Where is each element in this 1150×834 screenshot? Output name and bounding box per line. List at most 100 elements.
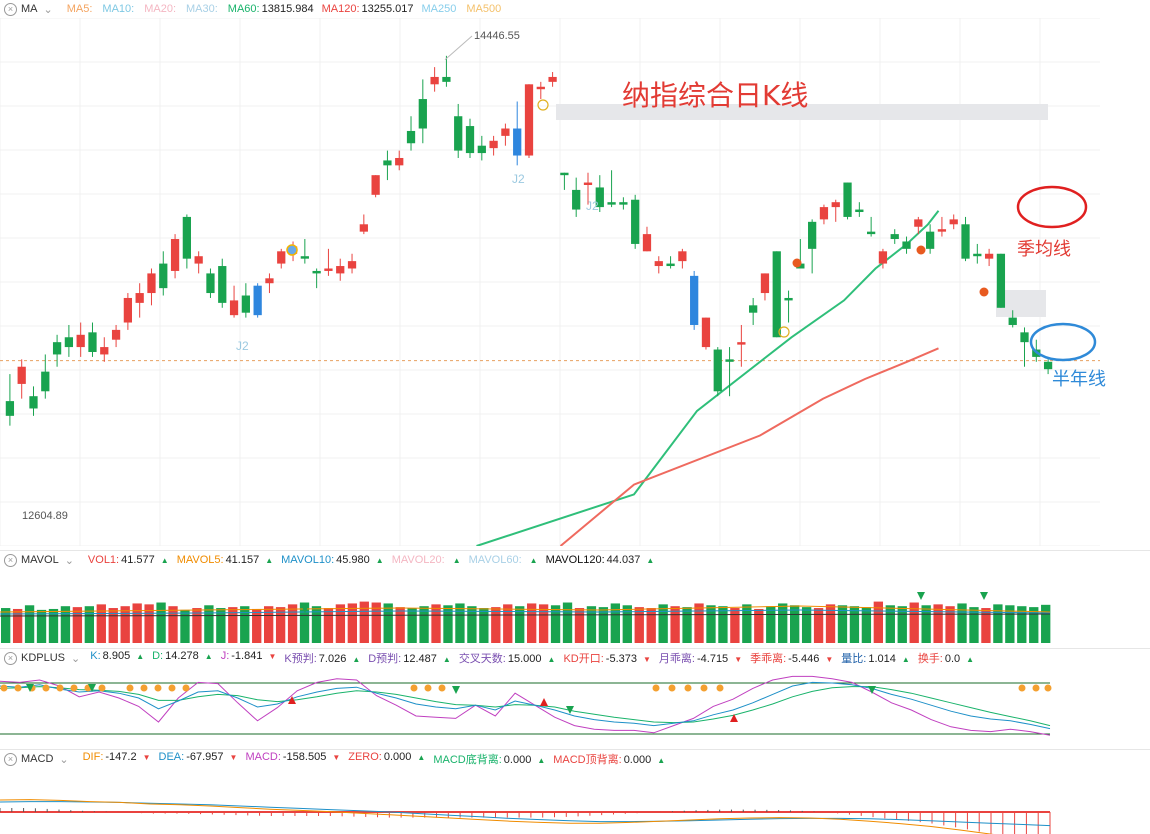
legend-label: K: (90, 650, 101, 662)
legend-item[interactable]: MA20: (144, 3, 182, 15)
close-icon[interactable]: × (4, 651, 17, 665)
chevron-down-icon[interactable]: ⌄ (71, 652, 81, 665)
legend-item[interactable]: MACD: -158.505 ▼ (245, 751, 344, 767)
macd-legend-bar: × MACD ⌄ DIF: -147.2 ▼ DEA: -67.957 ▼ MACD: -15… (0, 749, 1150, 768)
candle-body (855, 209, 864, 213)
candlestick-chart[interactable] (0, 18, 1100, 546)
chevron-down-icon[interactable]: ⌄ (43, 3, 53, 16)
candle-body (241, 295, 250, 313)
legend-value: 0.000 (503, 754, 532, 766)
legend-value: 1.014 (868, 653, 896, 665)
legend-item[interactable]: 季乖离: -5.446 ▼ (750, 650, 837, 666)
volume-bar (287, 604, 298, 643)
chevron-down-icon[interactable]: ⌄ (64, 554, 74, 567)
volume-bar (407, 608, 417, 643)
mavol120-line (0, 613, 1051, 617)
volume-bar (264, 606, 274, 643)
arrow-up-icon: ▲ (547, 655, 556, 664)
volume-bar (969, 607, 979, 643)
legend-item[interactable]: MAVOL10: 45.980 ▲ (281, 554, 388, 566)
candle-body (312, 270, 321, 274)
volume-chart[interactable] (0, 570, 1100, 646)
legend-item[interactable]: MA120: 13255.017 (322, 3, 418, 15)
volume-bar (885, 605, 895, 643)
candle-body (831, 202, 840, 208)
legend-value: 0.000 (623, 754, 652, 766)
volume-bar (371, 602, 381, 643)
candle-body (88, 332, 97, 352)
legend-value: 12.487 (403, 653, 437, 665)
legend-item[interactable]: DEA: -67.957 ▼ (159, 751, 242, 767)
kd-signal-dot (168, 684, 176, 692)
candle-body (206, 273, 215, 294)
legend-item[interactable]: J: -1.841 ▼ (221, 650, 281, 666)
volume-bar (72, 607, 83, 643)
legend-item[interactable]: KD开口: -5.373 ▼ (563, 650, 654, 666)
chevron-down-icon[interactable]: ⌄ (59, 753, 69, 766)
candle-body (937, 229, 947, 232)
kd-chart[interactable] (0, 668, 1100, 744)
candle-body (1008, 317, 1017, 325)
legend-item[interactable]: MA5: (67, 3, 99, 15)
volume-bar (801, 607, 812, 643)
candle-body (973, 253, 982, 257)
volume-legend-items: VOL1: 41.577 ▲ MAVOL5: 41.157 ▲ MAVOL10: 45.980… (88, 554, 662, 566)
arrow-up-icon: ▲ (537, 756, 546, 765)
legend-item[interactable]: MACD底背离: 0.000 ▲ (433, 751, 549, 767)
kd-signal-arrow (566, 706, 574, 714)
kd-indicator-name[interactable]: KDPLUS (21, 652, 66, 664)
legend-label: MA120: (321, 3, 360, 15)
legend-item[interactable]: 交叉天数: 15.000 ▲ (459, 650, 560, 666)
legend-item[interactable]: MAVOL120: 44.037 ▲ (546, 554, 659, 566)
main-indicator-name[interactable]: MA (21, 3, 38, 15)
candle-body (607, 202, 616, 205)
volume-legend-bar: × MAVOL ⌄ VOL1: 41.577 ▲ MAVOL5: 41.157 ▲ MAVO… (0, 550, 1150, 569)
macd-indicator-name[interactable]: MACD (21, 753, 54, 765)
legend-item[interactable]: MAVOL5: 41.157 ▲ (177, 554, 277, 566)
kd-k-line (0, 681, 1051, 730)
volume-bar (825, 604, 836, 643)
candle-body (336, 266, 345, 274)
legend-item[interactable]: 量比: 1.014 ▲ (841, 650, 914, 666)
legend-item[interactable]: K: 8.905 ▲ (90, 650, 148, 666)
legend-item[interactable]: MA30: (186, 3, 224, 15)
volume-bar (12, 608, 23, 643)
kd-signal-dot (1032, 684, 1040, 692)
legend-item[interactable]: VOL1: 41.577 ▲ (88, 554, 173, 566)
volume-indicator-name[interactable]: MAVOL (21, 554, 59, 566)
legend-value: 41.157 (225, 554, 260, 566)
candle-body (572, 189, 581, 210)
candle-body (182, 216, 191, 259)
close-icon[interactable]: × (4, 553, 17, 567)
legend-item[interactable]: MAVOL20: ▲ (392, 554, 465, 566)
volume-bar (598, 607, 609, 643)
volume-bar (837, 605, 848, 643)
legend-item[interactable]: MAVOL60: ▲ (469, 554, 542, 566)
kd-signal-dot (98, 684, 106, 692)
candle-body (619, 202, 628, 205)
macd-chart[interactable] (0, 768, 1100, 834)
arrow-up-icon: ▲ (417, 753, 426, 762)
legend-item[interactable]: K预判: 7.026 ▲ (284, 650, 364, 666)
volume-bar (634, 607, 644, 643)
legend-item[interactable]: MA500 (466, 3, 507, 15)
close-icon[interactable]: × (4, 2, 17, 16)
legend-item[interactable]: MA250 (422, 3, 463, 15)
close-icon[interactable]: × (4, 752, 17, 766)
arrow-up-icon: ▲ (966, 655, 975, 664)
legend-item[interactable]: MA60: 13815.984 (228, 3, 318, 15)
legend-item[interactable]: ZERO: 0.000 ▲ (348, 751, 429, 767)
candle-body (819, 207, 829, 220)
legend-item[interactable]: 月乖离: -4.715 ▼ (659, 650, 746, 666)
legend-item[interactable]: D预判: 12.487 ▲ (368, 650, 455, 666)
legend-item[interactable]: D: 14.278 ▲ (152, 650, 217, 666)
volume-bar (682, 607, 692, 643)
legend-item[interactable]: DIF: -147.2 ▼ (83, 751, 155, 767)
legend-item[interactable]: MACD顶背离: 0.000 ▲ (553, 751, 669, 767)
candle-body (1043, 361, 1053, 370)
volume-bar (467, 606, 477, 643)
legend-label: MA10: (102, 3, 135, 15)
legend-item[interactable]: 换手: 0.0 ▲ (918, 650, 978, 666)
kd-signal-dot (14, 684, 22, 692)
legend-item[interactable]: MA10: (102, 3, 140, 15)
